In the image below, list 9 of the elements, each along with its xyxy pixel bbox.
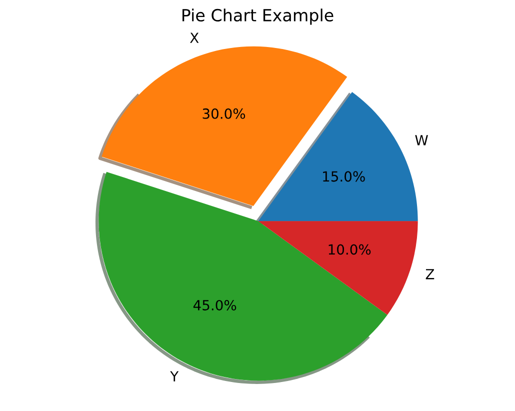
slice-label: X xyxy=(190,32,199,43)
chart-title: Pie Chart Example xyxy=(182,8,334,25)
slice-label: Z xyxy=(426,269,434,280)
data-label: 15.0% xyxy=(323,171,365,182)
data-label: 30.0% xyxy=(202,108,246,119)
data-label: 45.0% xyxy=(193,300,236,310)
slice-label: W xyxy=(415,135,428,146)
slice-label: Y xyxy=(170,371,179,382)
data-label: 10.0% xyxy=(328,244,371,255)
